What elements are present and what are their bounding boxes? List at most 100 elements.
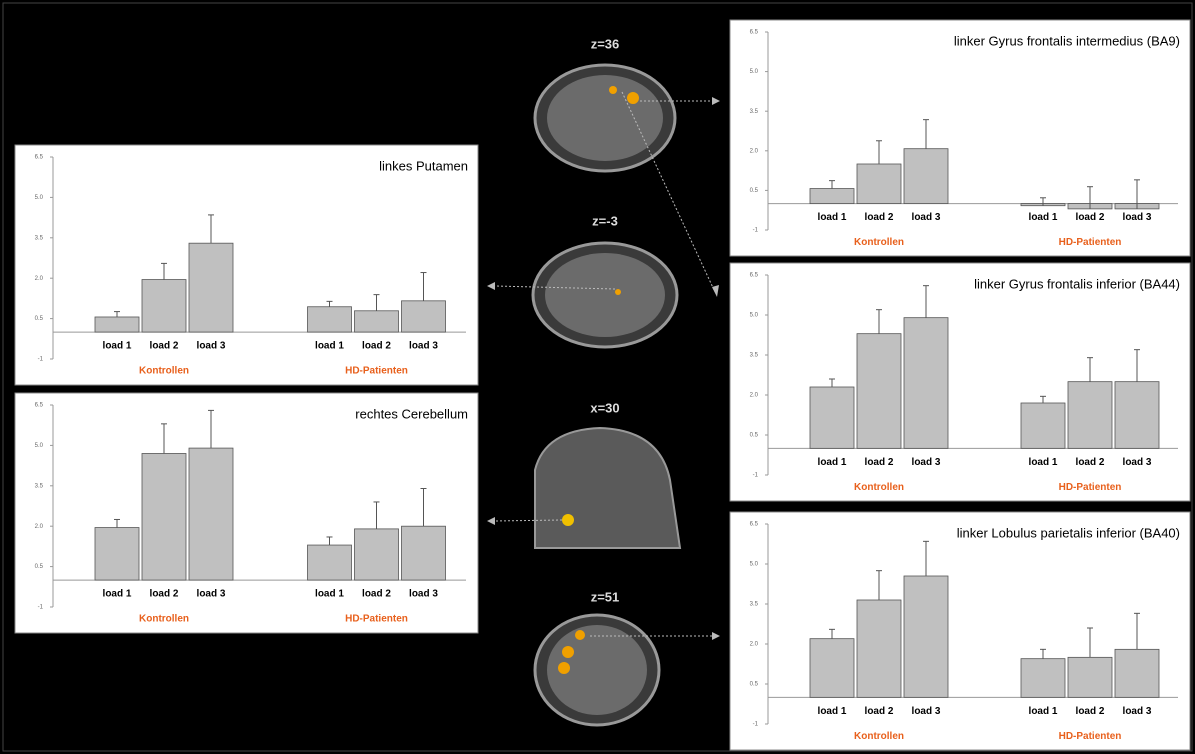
x-tick-label: load 1	[818, 212, 847, 223]
x-tick-label: load 2	[865, 457, 894, 468]
y-tick-label: 5.0	[750, 562, 759, 568]
bar	[95, 317, 139, 332]
chart-title: linkes Putamen	[379, 158, 468, 173]
x-tick-label: load 3	[1123, 212, 1152, 223]
activation	[609, 86, 617, 94]
chart-title: linker Gyrus frontalis intermedius (BA9)	[954, 33, 1180, 48]
y-tick-label: 3.5	[750, 109, 759, 115]
y-tick-label: 3.5	[750, 602, 759, 608]
slice-label: x=30	[590, 400, 619, 415]
x-tick-label: load 3	[1123, 457, 1152, 468]
y-tick-label: 2.0	[750, 393, 759, 399]
bar	[904, 149, 948, 204]
x-tick-label: load 1	[103, 341, 132, 352]
x-tick-label: load 2	[1076, 457, 1105, 468]
bar	[904, 318, 948, 449]
figure: z=36 z=-3 x=30 z=51 -10.52.03.55.06.5loa…	[0, 0, 1195, 754]
bar	[810, 189, 854, 204]
y-tick-label: 0.5	[750, 682, 759, 688]
x-tick-label: load 3	[912, 706, 941, 717]
bar	[355, 311, 399, 332]
bar	[308, 307, 352, 332]
x-tick-label: load 1	[315, 589, 344, 600]
group-label: HD-Patienten	[1059, 237, 1122, 248]
x-tick-label: load 3	[409, 589, 438, 600]
group-label: HD-Patienten	[345, 366, 408, 377]
group-label: HD-Patienten	[1059, 731, 1122, 742]
bar	[95, 528, 139, 581]
bar	[355, 529, 399, 580]
bar	[857, 600, 901, 697]
bar	[402, 526, 446, 580]
y-tick-label: 3.5	[750, 353, 759, 359]
y-tick-label: 0.5	[35, 316, 44, 322]
chart-panel: -10.52.03.55.06.5load 1load 2load 3Kontr…	[730, 20, 1190, 256]
bar	[308, 545, 352, 580]
chart-title: linker Gyrus frontalis inferior (BA44)	[974, 276, 1180, 291]
bar	[810, 639, 854, 698]
x-tick-label: load 3	[197, 589, 226, 600]
x-tick-label: load 1	[818, 706, 847, 717]
chart-title: linker Lobulus parietalis inferior (BA40…	[957, 525, 1180, 540]
y-tick-label: 5.0	[750, 69, 759, 75]
bar	[904, 576, 948, 697]
y-tick-label: -1	[753, 722, 759, 728]
bar	[142, 453, 186, 580]
y-tick-label: 6.5	[35, 403, 44, 409]
y-tick-label: -1	[38, 605, 44, 611]
y-tick-label: 6.5	[750, 522, 759, 528]
y-tick-label: -1	[753, 228, 759, 234]
x-tick-label: load 1	[818, 457, 847, 468]
y-tick-label: 5.0	[35, 443, 44, 449]
x-tick-label: load 2	[865, 706, 894, 717]
brain-tissue	[547, 75, 663, 161]
bar	[810, 387, 854, 448]
x-tick-label: load 2	[1076, 706, 1105, 717]
bar	[1115, 382, 1159, 449]
x-tick-label: load 2	[362, 341, 391, 352]
brain-tissue	[545, 253, 665, 337]
bar	[402, 301, 446, 332]
x-tick-label: load 3	[1123, 706, 1152, 717]
bar	[189, 448, 233, 580]
y-tick-label: 0.5	[35, 564, 44, 570]
activation	[615, 289, 621, 295]
activation	[575, 630, 585, 640]
bar	[857, 334, 901, 449]
y-tick-label: 6.5	[750, 30, 759, 36]
x-tick-label: load 2	[1076, 212, 1105, 223]
x-tick-label: load 3	[912, 457, 941, 468]
y-tick-label: -1	[38, 357, 44, 363]
bar	[1068, 657, 1112, 697]
bar	[857, 164, 901, 204]
y-tick-label: 2.0	[35, 276, 44, 282]
group-label: Kontrollen	[139, 366, 189, 377]
y-tick-label: 0.5	[750, 188, 759, 194]
bar	[1021, 659, 1065, 698]
x-tick-label: load 1	[1029, 706, 1058, 717]
bar	[142, 280, 186, 333]
activation	[627, 92, 639, 104]
slice-label: z=36	[591, 36, 620, 51]
x-tick-label: load 1	[103, 589, 132, 600]
y-tick-label: 0.5	[750, 433, 759, 439]
panel-background	[730, 20, 1190, 256]
panel-background	[730, 512, 1190, 750]
x-tick-label: load 2	[865, 212, 894, 223]
chart-title: rechtes Cerebellum	[355, 406, 468, 421]
x-tick-label: load 3	[409, 341, 438, 352]
y-tick-label: 3.5	[35, 483, 44, 489]
y-tick-label: -1	[753, 473, 759, 479]
activation	[558, 662, 570, 674]
slice-label: z=-3	[592, 213, 618, 228]
x-tick-label: load 3	[912, 212, 941, 223]
y-tick-label: 6.5	[750, 273, 759, 279]
y-tick-label: 3.5	[35, 235, 44, 241]
x-tick-label: load 1	[1029, 212, 1058, 223]
bar	[1115, 649, 1159, 697]
y-tick-label: 2.0	[750, 148, 759, 154]
